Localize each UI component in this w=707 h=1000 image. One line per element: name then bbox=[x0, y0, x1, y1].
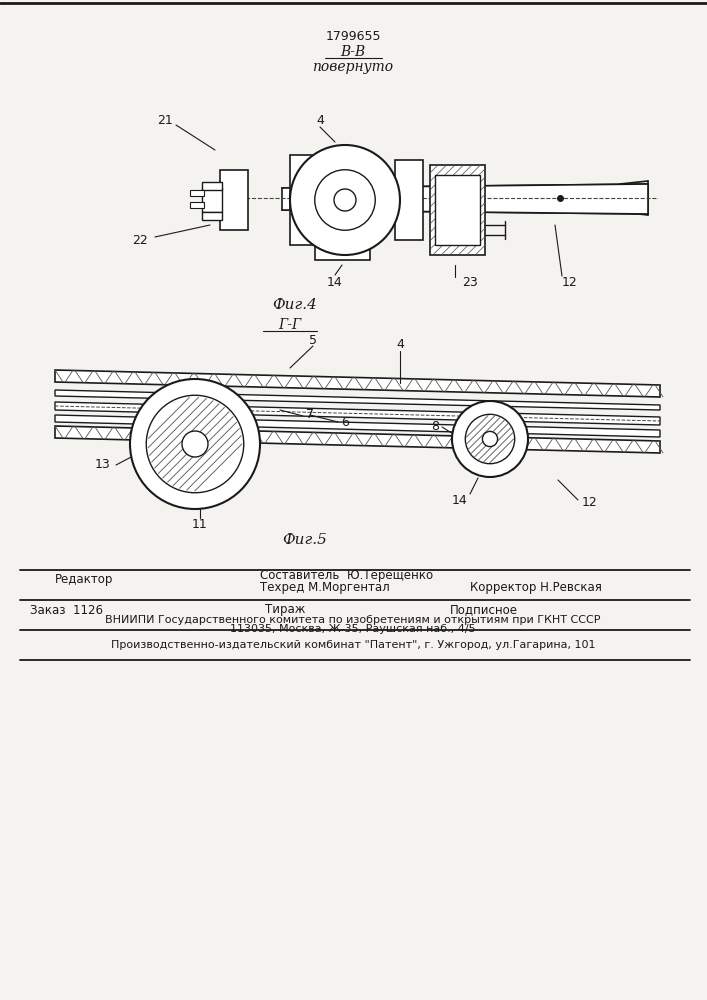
Bar bbox=[221, 171, 247, 229]
Circle shape bbox=[130, 379, 260, 509]
Text: Корректор Н.Ревская: Корректор Н.Ревская bbox=[470, 580, 602, 593]
Text: 14: 14 bbox=[452, 493, 468, 506]
Text: Заказ  1126: Заказ 1126 bbox=[30, 603, 103, 616]
Bar bbox=[190, 190, 204, 196]
Text: Фиг.4: Фиг.4 bbox=[273, 298, 317, 312]
Polygon shape bbox=[55, 426, 660, 453]
Text: 12: 12 bbox=[562, 275, 578, 288]
Bar bbox=[202, 212, 222, 220]
Polygon shape bbox=[55, 370, 660, 397]
Circle shape bbox=[334, 189, 356, 211]
Circle shape bbox=[290, 145, 400, 255]
Bar bbox=[395, 160, 423, 240]
Text: повернуто: повернуто bbox=[312, 60, 394, 74]
Circle shape bbox=[452, 401, 528, 477]
Bar bbox=[190, 202, 204, 208]
Text: В-В: В-В bbox=[340, 45, 366, 59]
Text: ВНИИПИ Государственного комитета по изобретениям и открытиям при ГКНТ СССР: ВНИИПИ Государственного комитета по изоб… bbox=[105, 615, 601, 625]
Text: Г-Г: Г-Г bbox=[279, 318, 302, 332]
Text: 11: 11 bbox=[192, 518, 208, 530]
Polygon shape bbox=[55, 390, 660, 410]
Bar bbox=[202, 182, 222, 190]
Circle shape bbox=[146, 395, 244, 493]
Text: 1799655: 1799655 bbox=[325, 30, 381, 43]
Text: Составитель  Ю.Терещенко: Составитель Ю.Терещенко bbox=[260, 568, 433, 582]
Text: 21: 21 bbox=[157, 113, 173, 126]
Text: 22: 22 bbox=[132, 233, 148, 246]
Bar bbox=[315, 235, 370, 260]
Text: 4: 4 bbox=[316, 113, 324, 126]
Text: 13: 13 bbox=[95, 458, 111, 472]
Text: 7: 7 bbox=[306, 408, 314, 420]
Text: 14: 14 bbox=[327, 275, 343, 288]
Bar bbox=[291, 156, 319, 244]
Bar bbox=[316, 236, 369, 259]
Polygon shape bbox=[55, 402, 660, 425]
Text: Фиг.5: Фиг.5 bbox=[283, 533, 327, 547]
Text: 113035, Москва, Ж-35, Раушская наб., 4/5: 113035, Москва, Ж-35, Раушская наб., 4/5 bbox=[230, 624, 476, 634]
Circle shape bbox=[482, 431, 498, 447]
Circle shape bbox=[182, 431, 208, 457]
Circle shape bbox=[315, 170, 375, 230]
Bar bbox=[435, 175, 480, 245]
Polygon shape bbox=[55, 415, 660, 437]
Bar bbox=[290, 155, 320, 245]
Bar bbox=[220, 170, 248, 230]
Bar bbox=[202, 188, 222, 212]
Text: Производственно-издательский комбинат "Патент", г. Ужгород, ул.Гагарина, 101: Производственно-издательский комбинат "П… bbox=[111, 640, 595, 650]
Text: 5: 5 bbox=[309, 334, 317, 347]
Text: 12: 12 bbox=[582, 496, 598, 510]
Text: Подписное: Подписное bbox=[450, 603, 518, 616]
Bar bbox=[431, 166, 484, 254]
Text: Тираж: Тираж bbox=[265, 603, 305, 616]
Text: Техред М.Моргентал: Техред М.Моргентал bbox=[260, 580, 390, 593]
Text: Редактор: Редактор bbox=[55, 574, 113, 586]
Text: 23: 23 bbox=[462, 275, 478, 288]
Circle shape bbox=[465, 414, 515, 464]
Bar bbox=[430, 165, 485, 255]
Text: 4: 4 bbox=[396, 338, 404, 352]
Text: 6: 6 bbox=[341, 416, 349, 428]
Polygon shape bbox=[282, 184, 648, 214]
Bar bbox=[396, 161, 422, 239]
Text: 8: 8 bbox=[431, 420, 439, 434]
